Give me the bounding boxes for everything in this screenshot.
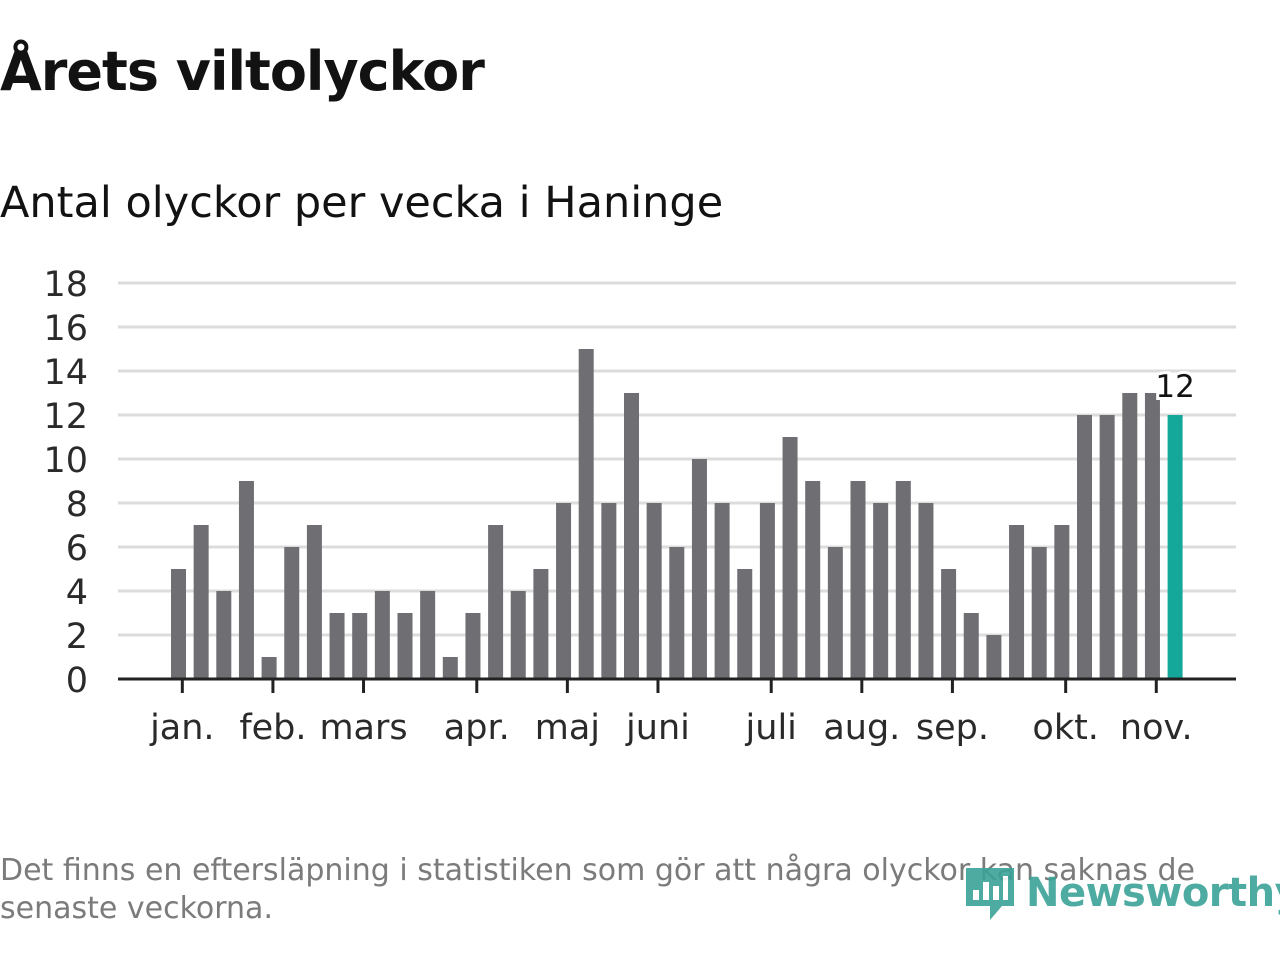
y-tick-label: 6 [66, 529, 88, 569]
bar [669, 547, 685, 679]
x-tick-label: mars [319, 708, 407, 748]
x-tick-label: aug. [823, 708, 900, 748]
bar [284, 547, 300, 679]
bar [1009, 525, 1025, 679]
bar [1077, 415, 1092, 679]
bar [374, 591, 390, 679]
bar [918, 503, 934, 679]
bar [329, 613, 345, 679]
x-tick-label: maj [535, 708, 600, 748]
y-tick-label: 2 [66, 617, 88, 657]
bar [420, 591, 436, 679]
bar [714, 503, 730, 679]
bar [691, 459, 707, 679]
y-tick-label: 18 [43, 265, 88, 305]
chart-subtitle: Antal olyckor per vecka i Haninge [0, 178, 724, 228]
bar-highlight [1167, 415, 1183, 679]
bar [352, 613, 368, 679]
y-tick-label: 14 [43, 353, 88, 393]
bar [216, 591, 232, 679]
bar [1144, 393, 1160, 679]
x-tick-label: sep. [916, 708, 989, 748]
bar [193, 525, 209, 679]
y-tick-label: 12 [43, 397, 88, 437]
bar [986, 635, 1002, 679]
bar [895, 481, 911, 679]
bar [759, 503, 775, 679]
bar [805, 481, 821, 679]
y-tick-label: 8 [66, 485, 88, 525]
bar [1031, 547, 1047, 679]
bars [171, 349, 1183, 679]
x-tick-label: apr. [444, 708, 510, 748]
bar [261, 657, 277, 679]
bar [1054, 525, 1070, 679]
bar [646, 503, 662, 679]
bar [737, 569, 753, 679]
data-labels: 12 [1152, 366, 1197, 408]
bar [171, 569, 186, 679]
x-tick-label: juni [625, 708, 690, 748]
y-tick-label: 0 [66, 661, 88, 701]
bar [397, 613, 413, 679]
bar [306, 525, 322, 679]
y-tick-label: 10 [43, 441, 88, 481]
x-tick-label: nov. [1120, 708, 1193, 748]
x-tick-label: jan. [149, 708, 214, 748]
bar [941, 569, 957, 679]
bar [827, 547, 843, 679]
bar [850, 481, 866, 679]
logo-text: Newsworthy [1026, 870, 1280, 916]
bar [1099, 415, 1115, 679]
y-tick-label: 4 [66, 573, 88, 613]
bar [601, 503, 617, 679]
data-label: 12 [1155, 369, 1194, 405]
chart-title: Årets viltolyckor [0, 40, 485, 103]
x-tick-label: juli [745, 708, 797, 748]
newsworthy-logo: Newsworthy [962, 858, 1280, 928]
bar [465, 613, 481, 679]
bar [442, 657, 458, 679]
x-axis: jan. feb. mars apr. maj juni juli aug. sep. okt. n… [118, 677, 1236, 748]
bar [488, 525, 504, 679]
bar [533, 569, 549, 679]
bar [510, 591, 526, 679]
x-tick-label: feb. [239, 708, 306, 748]
bar [624, 393, 639, 679]
bar [873, 503, 889, 679]
x-tick-label: okt. [1032, 708, 1099, 748]
bar [238, 481, 254, 679]
bar [782, 437, 798, 679]
y-tick-label: 16 [43, 309, 88, 349]
bar [578, 349, 594, 679]
bar [556, 503, 572, 679]
bar [1122, 393, 1138, 679]
newsworthy-bar-icon [966, 868, 1014, 920]
bar [963, 613, 979, 679]
